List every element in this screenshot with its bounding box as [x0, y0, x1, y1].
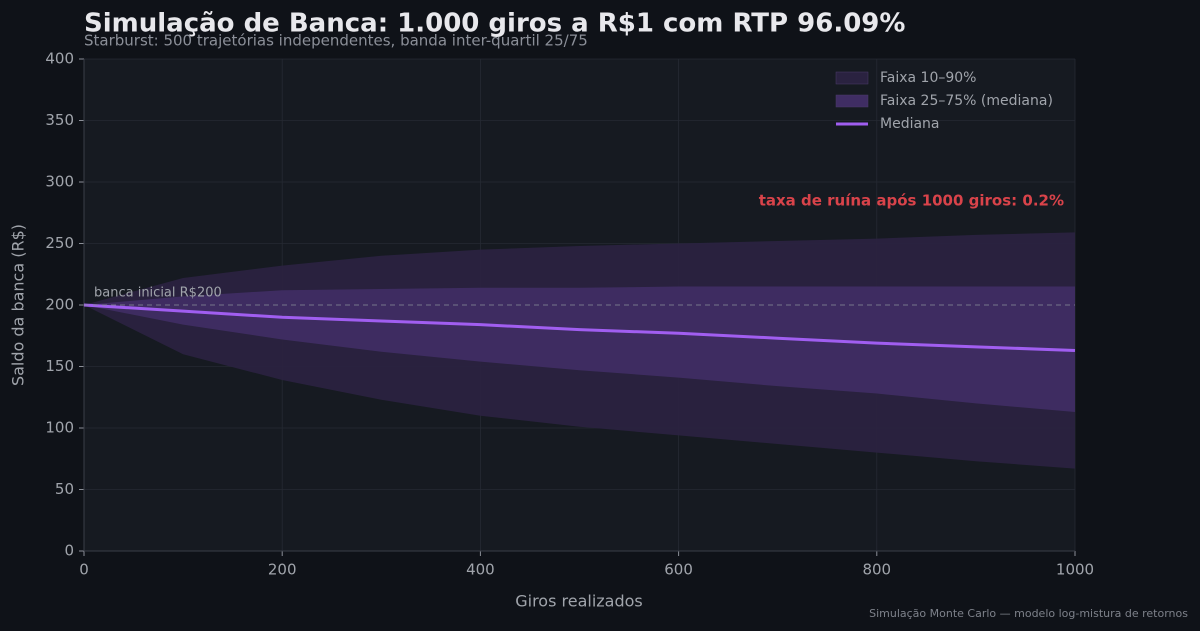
y-tick-label: 350: [45, 111, 74, 129]
y-tick-label: 400: [45, 50, 74, 68]
chart-subtitle: Starburst: 500 trajetórias independentes…: [84, 32, 588, 50]
median-line: [83, 303, 1076, 353]
x-tick-label: 1000: [1056, 561, 1094, 579]
x-axis-label: Giros realizados: [515, 592, 643, 611]
y-tick-label: 250: [45, 234, 74, 252]
y-tick-label: 0: [64, 542, 74, 560]
annotation: taxa de ruína após 1000 giros: 0.2%: [759, 192, 1064, 210]
x-tick-label: 400: [466, 561, 495, 579]
x-tick-label: 800: [862, 561, 891, 579]
x-tick-label: 600: [664, 561, 693, 579]
y-tick-label: 100: [45, 419, 74, 437]
x-tick-label: 0: [79, 561, 89, 579]
y-tick-label: 200: [45, 296, 74, 314]
y-tick-label: 300: [45, 173, 74, 191]
y-axis-label: Saldo da banca (R$): [9, 224, 28, 386]
x-tick-label: 200: [268, 561, 297, 579]
legend-label: Faixa 25–75% (mediana): [880, 93, 1053, 109]
baseline-label: banca inicial R$200: [94, 286, 222, 301]
legend-label: Faixa 10–90%: [880, 70, 976, 86]
y-tick-label: 50: [55, 480, 74, 498]
legend-label: Mediana: [880, 116, 940, 132]
footer: Simulação Monte Carlo — modelo log-mistu…: [869, 607, 1188, 620]
legend-swatch: [835, 71, 869, 85]
y-tick-label: 150: [45, 357, 74, 375]
chart-title: Simulação de Banca: 1.000 giros a R$1 co…: [84, 9, 905, 39]
legend-swatch: [835, 94, 869, 108]
